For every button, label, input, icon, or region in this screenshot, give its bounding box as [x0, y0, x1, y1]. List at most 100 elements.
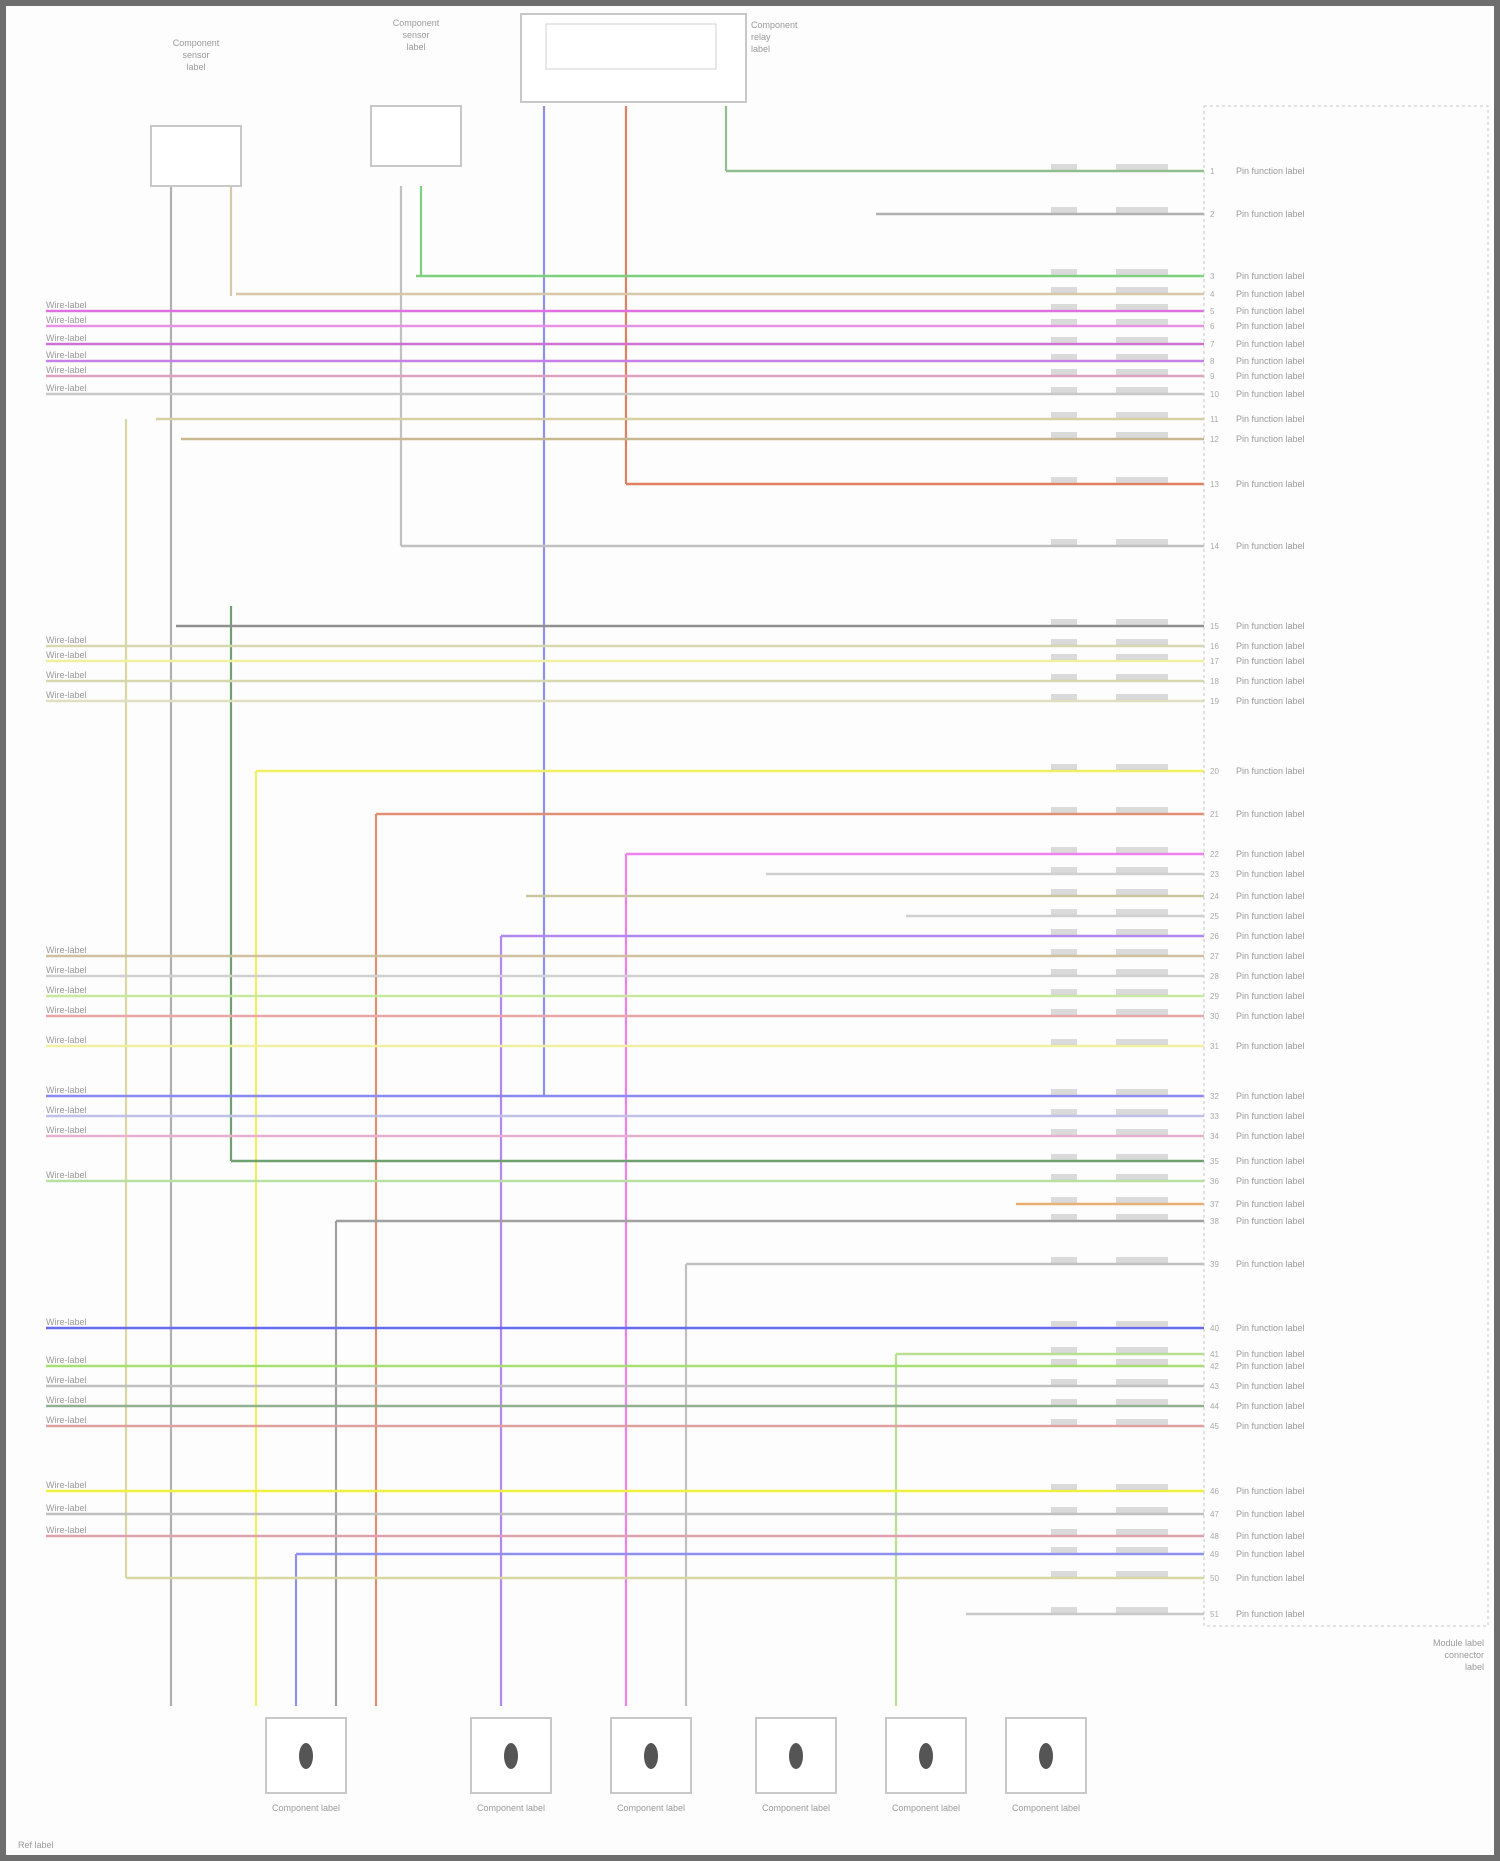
pin-function-label: Pin function label [1236, 356, 1305, 366]
wire-color-label: Wire-label [46, 1375, 87, 1385]
wire-color-label: Wire-label [46, 1105, 87, 1115]
component-caption: label [406, 42, 425, 52]
wire-label [1051, 1547, 1168, 1553]
pin-number: 44 [1210, 1402, 1219, 1411]
wire-label [1051, 432, 1168, 438]
component-caption: Component label [762, 1803, 830, 1813]
pin-function-label: Pin function label [1236, 371, 1305, 381]
pin-function-label: Pin function label [1236, 1199, 1305, 1209]
wire-label [1051, 694, 1168, 700]
wire-label [1051, 639, 1168, 645]
wire-label [1051, 369, 1168, 375]
wire-label [1051, 969, 1168, 975]
pin-function-label: Pin function label [1236, 621, 1305, 631]
sensor-component [885, 1717, 967, 1794]
wire-label [1051, 949, 1168, 955]
pin-number: 16 [1210, 642, 1219, 651]
wire-color-label: Wire-label [46, 985, 87, 995]
sensor-component [265, 1717, 347, 1794]
wire-label [1051, 1009, 1168, 1015]
wire-label [1051, 269, 1168, 275]
pin-function-label: Pin function label [1236, 1381, 1305, 1391]
component-caption: label [186, 62, 205, 72]
sensor-component [610, 1717, 692, 1794]
component-caption: Component label [617, 1803, 685, 1813]
wiring-diagram: Pin function label 1 Pin function label 2 Pi… [18, 13, 1489, 1850]
wire-color-label: Wire-label [46, 350, 87, 360]
pin-function-label: Pin function label [1236, 931, 1305, 941]
pin-number: 17 [1210, 657, 1219, 666]
pin-function-label: Pin function label [1236, 809, 1305, 819]
wire-label [1051, 1484, 1168, 1490]
pin-number: 34 [1210, 1132, 1219, 1141]
wire-color-label: Wire-label [46, 315, 87, 325]
pin-function-label: Pin function label [1236, 911, 1305, 921]
wire-color-label: Wire-label [46, 1005, 87, 1015]
pin-function-label: Pin function label [1236, 1216, 1305, 1226]
pin-number: 19 [1210, 697, 1219, 706]
pin-number: 50 [1210, 1574, 1219, 1583]
pin-function-label: Pin function label [1236, 1349, 1305, 1359]
wire-label [1051, 304, 1168, 310]
pin-function-label: Pin function label [1236, 696, 1305, 706]
wire-label [1051, 412, 1168, 418]
pin-number: 13 [1210, 480, 1219, 489]
wire-label [1051, 764, 1168, 770]
wire-label [1051, 889, 1168, 895]
module-caption: Module label [1433, 1638, 1484, 1648]
component-caption: sensor [402, 30, 429, 40]
pin-function-label: Pin function label [1236, 1421, 1305, 1431]
pin-function-label: Pin function label [1236, 1486, 1305, 1496]
wire-label [1051, 1089, 1168, 1095]
pin-function-label: Pin function label [1236, 389, 1305, 399]
wire-color-label: Wire-label [46, 1415, 87, 1425]
pin-function-label: Pin function label [1236, 869, 1305, 879]
wire-label [1051, 989, 1168, 995]
wire-label [1051, 847, 1168, 853]
wire-label [1051, 1571, 1168, 1577]
pin-number: 25 [1210, 912, 1219, 921]
pin-function-label: Pin function label [1236, 1091, 1305, 1101]
wire-label [1051, 1399, 1168, 1405]
pin-number: 24 [1210, 892, 1219, 901]
wire-label [1051, 1529, 1168, 1535]
pin-function-label: Pin function label [1236, 166, 1305, 176]
pin-number: 28 [1210, 972, 1219, 981]
pin-number: 15 [1210, 622, 1219, 631]
pin-number: 27 [1210, 952, 1219, 961]
pin-number: 42 [1210, 1362, 1219, 1371]
wire-label [1051, 909, 1168, 915]
wire-label [1051, 1321, 1168, 1327]
pin-number: 36 [1210, 1177, 1219, 1186]
component-caption: label [751, 44, 770, 54]
wire-color-label: Wire-label [46, 965, 87, 975]
sensor-component [470, 1717, 552, 1794]
component-caption: Component [751, 20, 798, 30]
pin-function-label: Pin function label [1236, 414, 1305, 424]
wire-label [1051, 1507, 1168, 1513]
wire-color-label: Wire-label [46, 650, 87, 660]
wire-color-label: Wire-label [46, 945, 87, 955]
pin-function-label: Pin function label [1236, 1041, 1305, 1051]
pin-number: 32 [1210, 1092, 1219, 1101]
pin-number: 14 [1210, 542, 1219, 551]
wire-color-label: Wire-label [46, 300, 87, 310]
pin-number: 41 [1210, 1350, 1219, 1359]
wire-color-label: Wire-label [46, 670, 87, 680]
component-caption: Component [393, 18, 440, 28]
wire-label [1051, 1197, 1168, 1203]
wire-color-label: Wire-label [46, 1525, 87, 1535]
sensor-component [150, 125, 242, 187]
component-caption: sensor [182, 50, 209, 60]
pin-number: 51 [1210, 1610, 1219, 1619]
pin-number: 22 [1210, 850, 1219, 859]
pin-function-label: Pin function label [1236, 991, 1305, 1001]
pin-function-label: Pin function label [1236, 849, 1305, 859]
pin-number: 12 [1210, 435, 1219, 444]
pin-number: 10 [1210, 390, 1219, 399]
wire-label [1051, 674, 1168, 680]
pin-number: 8 [1210, 357, 1215, 366]
pin-function-label: Pin function label [1236, 479, 1305, 489]
component-caption: relay [751, 32, 771, 42]
wire-label [1051, 337, 1168, 343]
